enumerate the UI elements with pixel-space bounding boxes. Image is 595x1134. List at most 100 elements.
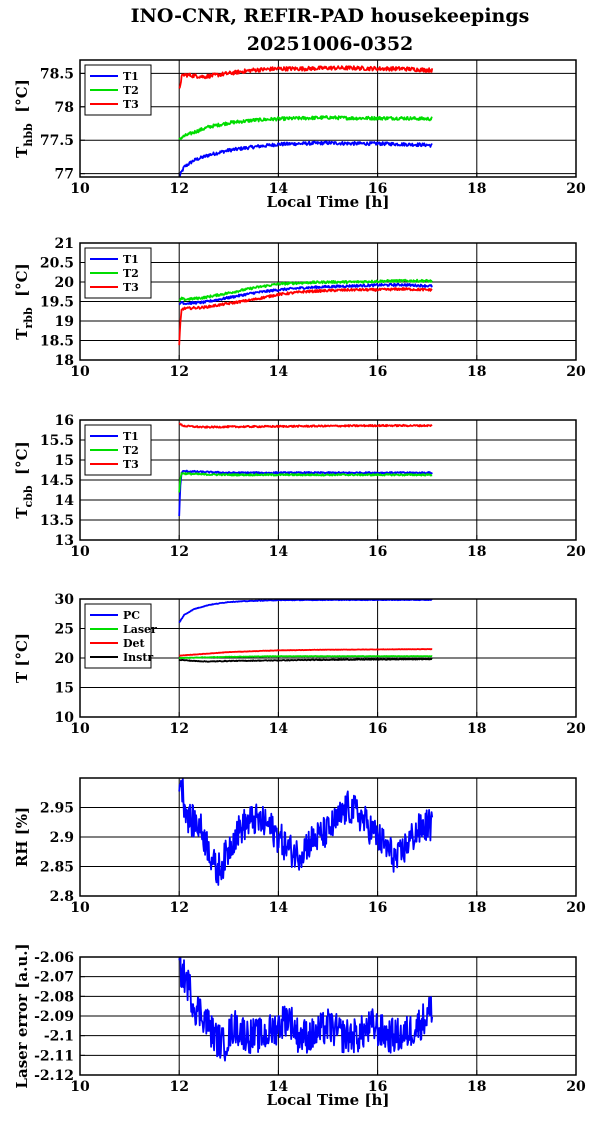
x-tick-label: 20 <box>566 900 586 916</box>
y-axis-label: Thbb [°C] <box>13 79 35 158</box>
legend-label: T2 <box>123 267 139 280</box>
y-tick-label: 2.85 <box>40 860 74 876</box>
x-tick-label: 18 <box>467 1079 486 1095</box>
x-axis-label: Local Time [h] <box>267 193 390 211</box>
series-line-det <box>178 648 433 657</box>
figure-title-line1: INO-CNR, REFIR-PAD housekeepings <box>131 5 530 27</box>
y-axis-label: RH [%] <box>13 807 31 867</box>
x-tick-label: 20 <box>566 721 586 737</box>
x-tick-label: 12 <box>169 721 188 737</box>
y-axis-label: Trbb [°C] <box>13 263 35 339</box>
y-tick-label: 2.95 <box>40 801 74 817</box>
y-tick-label: 13.5 <box>40 513 74 529</box>
y-tick-label: 13 <box>55 533 74 549</box>
y-tick-label: -2.11 <box>34 1048 74 1064</box>
y-tick-label: 2.9 <box>50 830 74 846</box>
x-tick-label: 16 <box>368 364 387 380</box>
y-axis-label: T [°C] <box>13 633 31 683</box>
y-tick-label: 78.5 <box>40 66 74 82</box>
x-tick-label: 20 <box>566 181 586 197</box>
x-tick-label: 14 <box>269 364 289 380</box>
x-tick-label: 14 <box>269 1079 289 1095</box>
x-tick-label: 10 <box>70 181 90 197</box>
chart-panel-3: 10 12 14 16 18 20 13 13.5 14 14.5 15 15.5 16 Tcbb [°C… <box>13 413 586 560</box>
series-line-t1 <box>178 469 433 517</box>
y-tick-label: 2.8 <box>50 889 74 905</box>
y-tick-label: 21 <box>55 236 74 252</box>
y-tick-label: 30 <box>55 592 75 608</box>
y-tick-label: -2.09 <box>34 1009 74 1025</box>
series-line-instr <box>178 658 433 663</box>
x-tick-label: 18 <box>467 544 486 560</box>
x-tick-label: 20 <box>566 364 586 380</box>
y-axis-label: Laser error [a.u.] <box>13 943 31 1088</box>
series-line-t1 <box>178 282 433 306</box>
series-line-t2 <box>178 472 433 493</box>
y-tick-label: -2.08 <box>34 989 74 1005</box>
legend-label: T1 <box>123 430 139 443</box>
series-line-t2 <box>178 278 433 302</box>
y-tick-label: 14.5 <box>40 473 74 489</box>
y-tick-label: 15.5 <box>40 433 74 449</box>
y-tick-label: 15 <box>55 453 74 469</box>
x-tick-label: 12 <box>169 544 188 560</box>
x-tick-label: 16 <box>368 1079 387 1095</box>
x-tick-label: 14 <box>269 900 289 916</box>
legend-label: Instr <box>123 651 153 664</box>
x-tick-label: 16 <box>368 544 387 560</box>
y-tick-label: 20 <box>55 651 75 667</box>
legend-label: T3 <box>123 98 139 111</box>
x-tick-label: 10 <box>70 544 90 560</box>
x-tick-label: 12 <box>169 181 188 197</box>
y-tick-label: 14 <box>55 493 75 509</box>
x-tick-label: 10 <box>70 1079 90 1095</box>
series-line-t1 <box>178 140 433 177</box>
series-line-data <box>178 957 434 1062</box>
y-tick-label: -2.06 <box>34 950 74 966</box>
series-line-t3 <box>178 287 433 346</box>
x-tick-label: 10 <box>70 364 90 380</box>
x-tick-label: 10 <box>70 721 90 737</box>
legend-label: Det <box>123 637 146 650</box>
legend-label: PC <box>123 609 140 622</box>
x-tick-label: 10 <box>70 900 90 916</box>
x-tick-label: 16 <box>368 181 387 197</box>
x-tick-label: 16 <box>368 900 387 916</box>
legend-label: Laser <box>123 623 157 636</box>
figure-title-line2: 20251006-0352 <box>247 33 414 55</box>
legend-label: T3 <box>123 281 139 294</box>
legend-label: T3 <box>123 458 139 471</box>
x-tick-label: 12 <box>169 364 188 380</box>
x-tick-label: 16 <box>368 721 387 737</box>
x-tick-label: 20 <box>566 544 586 560</box>
chart-panel-6: 10 12 14 16 18 20 -2.12 -2.11 -2.1 -2.09 -2.08 -2.0… <box>13 943 586 1109</box>
x-tick-label: 14 <box>269 181 289 197</box>
y-tick-label: -2.07 <box>34 970 74 986</box>
chart-panel-1: 10 12 14 16 18 20 77 77.5 78 78.5 Local Time [h] Th… <box>13 59 586 211</box>
x-tick-label: 18 <box>467 181 486 197</box>
y-tick-label: -2.12 <box>34 1068 74 1084</box>
x-tick-label: 14 <box>269 721 289 737</box>
legend-label: T2 <box>123 444 139 457</box>
y-axis-label: Tcbb [°C] <box>13 441 35 518</box>
y-tick-label: 77.5 <box>40 133 74 149</box>
y-tick-label: 25 <box>55 622 74 638</box>
y-tick-label: 77 <box>55 167 74 183</box>
x-tick-label: 18 <box>467 721 486 737</box>
y-tick-label: 10 <box>55 710 75 726</box>
y-tick-label: 19.5 <box>40 295 74 311</box>
y-tick-label: 18.5 <box>40 334 74 350</box>
plot-frame <box>79 59 577 178</box>
series-line-pc <box>178 599 433 624</box>
chart-panel-5: 10 12 14 16 18 20 2.8 2.85 2.9 2.95 RH [%] <box>13 777 586 916</box>
x-tick-label: 18 <box>467 364 486 380</box>
legend-label: T1 <box>123 70 139 83</box>
chart-panel-2: 10 12 14 16 18 20 18 18.5 19 19.5 20 20.5 21 Trbb [°C… <box>13 236 586 380</box>
legend-label: T2 <box>123 84 139 97</box>
series-line-t3 <box>178 65 434 89</box>
